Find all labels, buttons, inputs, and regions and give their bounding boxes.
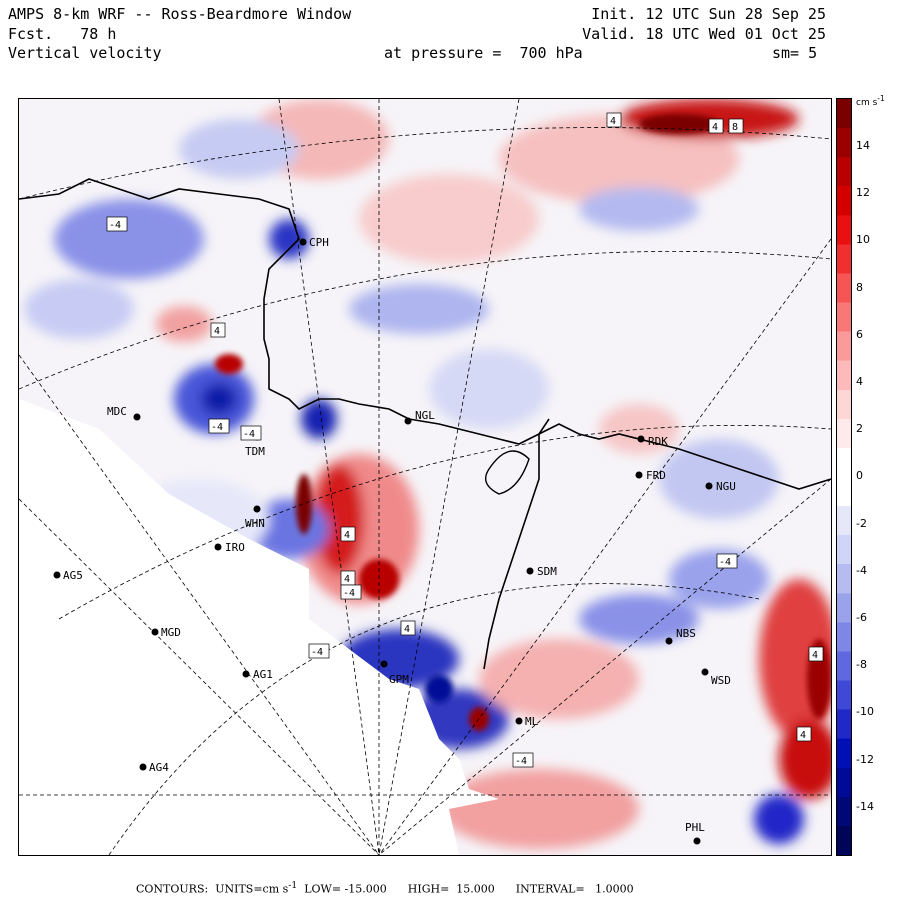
station-marker-frd[interactable] [635, 471, 643, 479]
map-title: AMPS 8-km WRF -- Ross-Beardmore Window [8, 5, 352, 23]
station-label-whn: WHN [245, 517, 265, 530]
station-marker-phl[interactable] [693, 837, 701, 845]
station-label-nbs: NBS [676, 627, 696, 640]
station-label-cph: CPH [309, 236, 329, 249]
contour-label: 4 [610, 116, 616, 127]
contour-label: -4 [311, 647, 323, 658]
contour-label: -4 [243, 429, 255, 440]
contour-label: 4 [812, 650, 818, 661]
station-marker-ag1[interactable] [242, 670, 250, 678]
station-marker-wsd[interactable] [701, 668, 709, 676]
graticule [19, 99, 831, 855]
contour-info: CONTOURS: UNITS=cm s-1 LOW= -15.000 HIGH… [136, 880, 634, 896]
velocity-field-detail [215, 114, 831, 731]
colorbar-tick-label: 6 [856, 327, 863, 341]
contour-label: -4 [211, 422, 223, 433]
colorbar-tick-label: -2 [856, 516, 867, 530]
station-marker-sdm[interactable] [526, 567, 534, 575]
station-marker-gpm[interactable] [380, 660, 388, 668]
interval-value: INTERVAL= 1.0000 [515, 882, 634, 896]
colorbar-tick-label: 12 [856, 186, 870, 200]
valid-time: Valid. 18 UTC Wed 01 Oct 25 [582, 25, 826, 43]
station-label-ml: ML [525, 715, 539, 728]
smoothing-value: sm= 5 [772, 44, 818, 62]
init-time: Init. 12 UTC Sun 28 Sep 25 [591, 5, 826, 23]
colorbar-tick-label: -14 [856, 799, 874, 813]
station-marker-whn[interactable] [253, 505, 261, 513]
station-marker-nbs[interactable] [665, 637, 673, 645]
station-label-tdm: TDM [245, 445, 265, 458]
station-label-sdm: SDM [537, 565, 557, 578]
contour-label: 4 [344, 574, 350, 585]
station-marker-ag4[interactable] [139, 763, 147, 771]
station-marker-mdc[interactable] [133, 413, 141, 421]
station-marker-ngl[interactable] [404, 417, 412, 425]
coastline [19, 178, 831, 490]
contour-label: -4 [343, 588, 355, 599]
station-marker-ag5[interactable] [53, 571, 61, 579]
station-label-ngu: NGU [716, 480, 736, 493]
colorbar-tick-label: -8 [856, 658, 867, 672]
contour-label: 4 [404, 624, 410, 635]
station-label-rdk: RDK [648, 435, 668, 448]
station-label-ag5: AG5 [63, 569, 83, 582]
station-marker-iro[interactable] [214, 543, 222, 551]
colorbar-units: cm s-1 [856, 94, 885, 108]
forecast-hour: Fcst. 78 h [8, 25, 117, 43]
high-value: HIGH= 15.000 [407, 882, 495, 896]
colorbar-tick-label: 14 [856, 139, 870, 152]
colorbar-tick-label: -6 [856, 611, 867, 624]
field-name: Vertical velocity [8, 44, 162, 62]
station-label-phl: PHL [685, 821, 705, 834]
station-label-ngl: NGL [415, 409, 435, 422]
contours-label: CONTOURS: [136, 882, 209, 896]
masked-region [19, 399, 499, 855]
station-marker-ml[interactable] [515, 717, 523, 725]
contour-label: 8 [732, 122, 738, 133]
colorbar-tick-label: 0 [856, 469, 863, 483]
pressure-level: at pressure = 700 hPa [384, 44, 583, 62]
contour-label: 4 [344, 530, 350, 541]
station-label-mdc: MDC [107, 405, 127, 418]
colorbar-tick-label: 10 [856, 233, 870, 247]
station-label-iro: IRO [225, 541, 245, 554]
colorbar-tick-label: 2 [856, 422, 863, 436]
contour-label: -4 [515, 756, 527, 767]
contour-labels: -4 -4 -4 4 4 4 4 8 -4 4 -4 4 -4 [106, 112, 824, 768]
stations: MDC NGL TDM IRO WHN AG5 MGD AG1 AG4 SDM … [53, 236, 736, 845]
low-value: LOW= -15.000 [304, 882, 387, 896]
contour-label: 4 [712, 122, 718, 133]
station-label-gpm: GPM [389, 673, 409, 686]
station-label-wsd: WSD [711, 674, 731, 687]
colorbar-tick-label: 4 [856, 375, 863, 388]
colorbar-tick-label: -4 [856, 563, 867, 577]
station-label-ag1: AG1 [253, 668, 273, 681]
ice-shelf-front [483, 418, 550, 670]
station-label-ag4: AG4 [149, 761, 169, 774]
colorbar-tick-label: -10 [856, 705, 874, 719]
station-marker-cph[interactable] [299, 238, 307, 246]
contour-label: 4 [214, 326, 220, 337]
station-label-mgd: MGD [161, 626, 181, 639]
colorbar-tick-label: -12 [856, 752, 874, 766]
map-panel[interactable]: MDC NGL TDM IRO WHN AG5 MGD AG1 AG4 SDM … [18, 98, 832, 856]
colorbar-tick-label: 8 [856, 280, 863, 294]
contour-label: 4 [800, 730, 806, 741]
station-marker-mgd[interactable] [151, 628, 159, 636]
ross-island [485, 450, 530, 495]
station-marker-rdk[interactable] [637, 435, 645, 443]
contour-label: -4 [109, 220, 121, 231]
map-svg: MDC NGL TDM IRO WHN AG5 MGD AG1 AG4 SDM … [19, 99, 831, 855]
contour-label: -4 [719, 557, 731, 568]
station-marker-ngu[interactable] [705, 482, 713, 490]
units-label: UNITS=cm s [215, 882, 289, 896]
units-sup: -1 [288, 880, 298, 891]
station-label-frd: FRD [646, 469, 666, 482]
colorbar [836, 98, 852, 856]
